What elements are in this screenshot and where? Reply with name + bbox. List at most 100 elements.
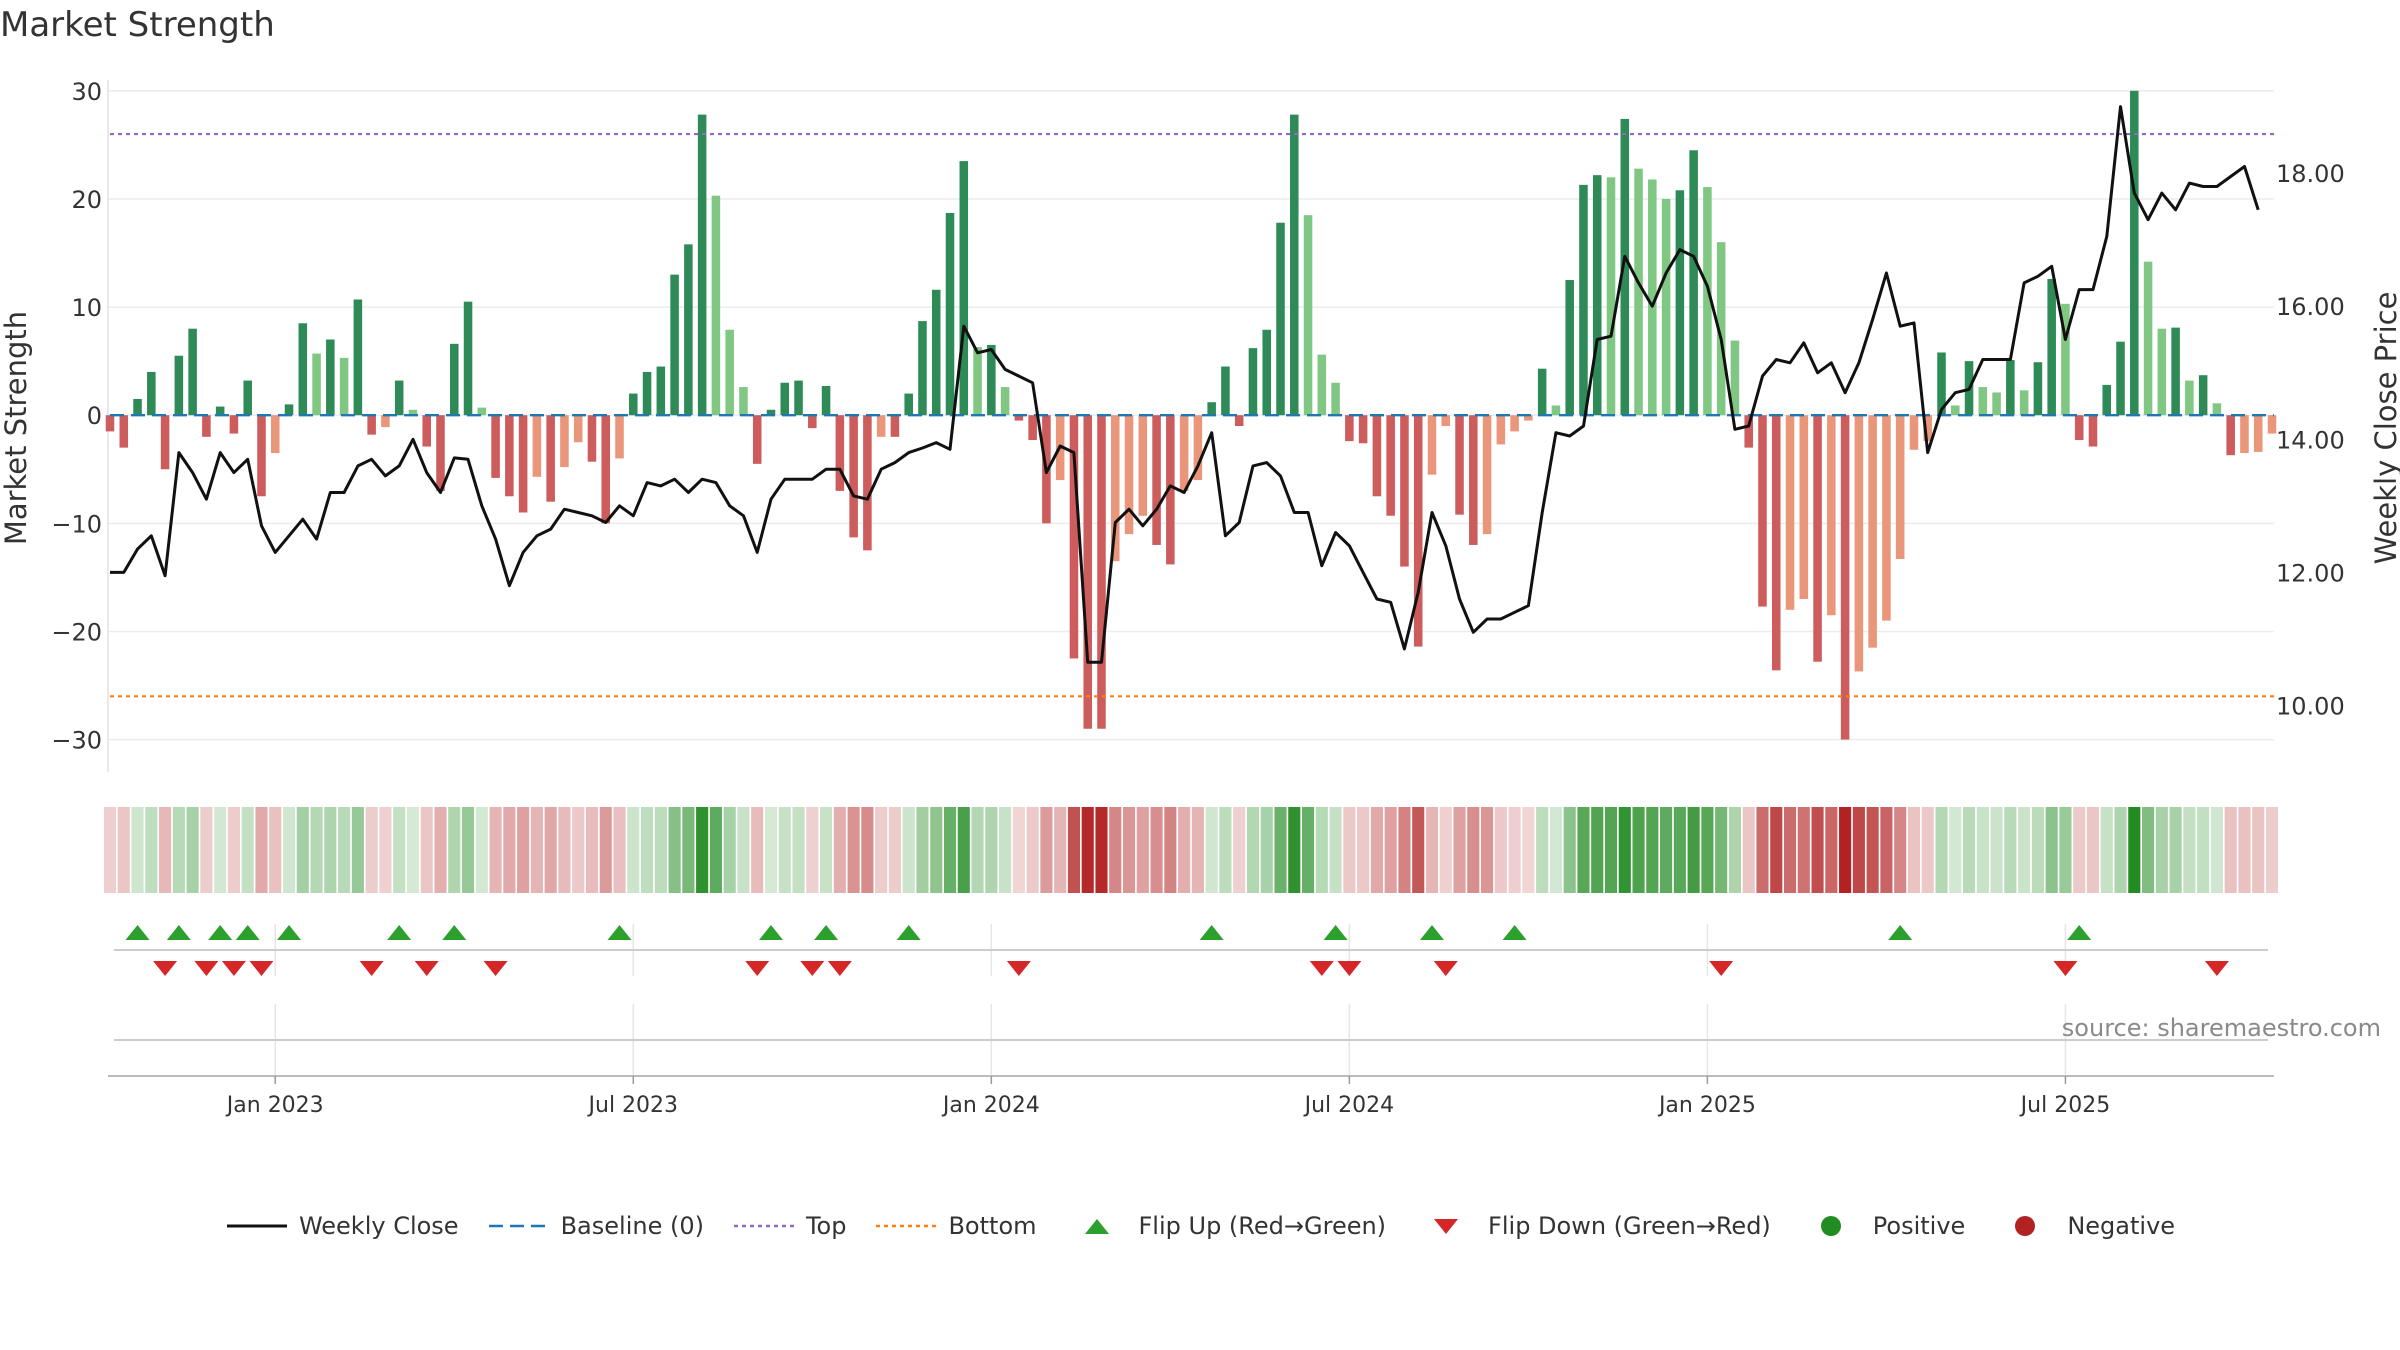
strength-bar <box>1524 415 1533 421</box>
strength-bar <box>1854 415 1864 672</box>
flip-down-marker <box>2204 961 2229 976</box>
flip_up-legend-swatch <box>1084 1219 1109 1234</box>
strength-bar <box>1868 415 1877 648</box>
strength-bar <box>1510 415 1519 432</box>
strip-cell <box>282 807 296 893</box>
strip-cell <box>1233 807 1246 893</box>
strip-cell <box>1742 807 1755 893</box>
strip-cell <box>1632 807 1645 893</box>
x-axis: Jan 2023 Jul 2023 Jan 2024 Jul 2024 Jan 2025… <box>108 1004 2274 1118</box>
strength-bar <box>1992 392 2001 416</box>
strip-cell <box>448 807 461 893</box>
strength-bar <box>890 415 900 437</box>
strip-cell <box>517 807 530 893</box>
strip-cell <box>227 807 240 893</box>
strength-bar <box>2102 384 2112 416</box>
strip-cell <box>1618 807 1631 893</box>
flip-up-marker <box>2067 925 2092 940</box>
legend-label: Negative <box>2067 1212 2176 1240</box>
strip-cell <box>2183 807 2196 893</box>
legend-item-top: Top <box>732 1211 846 1241</box>
strength-bar <box>2143 261 2153 416</box>
flip-down-marker <box>1433 961 1458 976</box>
strip-cell <box>957 807 970 893</box>
strength-bar <box>270 415 280 454</box>
strip-cell <box>1783 807 1797 893</box>
strip-cell <box>833 807 846 893</box>
strip-cell <box>475 807 488 893</box>
strength-bar <box>2033 362 2043 416</box>
strength-bar <box>518 415 528 513</box>
strip-cell <box>971 807 984 893</box>
legend-item-flip_up: Flip Up (Red→Green) <box>1065 1211 1386 1241</box>
strip-cell <box>640 807 654 893</box>
strength-bar <box>1317 354 1327 416</box>
strip-cell <box>338 807 351 893</box>
flip-down-marker <box>1006 961 1031 976</box>
strip-cell <box>1728 807 1742 893</box>
strength-bar <box>1703 187 1712 416</box>
strength-bar <box>1413 415 1423 647</box>
flip-up-marker <box>1888 925 1913 940</box>
strip-cell <box>1770 807 1783 893</box>
strip-cell <box>1370 807 1383 893</box>
strip-cell <box>902 807 915 893</box>
strength-bar <box>987 344 996 416</box>
bar-layer <box>105 90 2277 740</box>
strength-bar <box>1771 415 1781 671</box>
strength-bar <box>105 415 115 432</box>
strip-cell <box>1398 807 1411 893</box>
flip-up-marker <box>277 925 302 940</box>
legend-label: Positive <box>1872 1212 1966 1240</box>
strength-bar <box>1909 415 1919 450</box>
strength-bar <box>2171 327 2180 416</box>
strength-bar <box>1193 415 1203 481</box>
strip-cell <box>241 807 254 893</box>
flip-down-marker <box>2053 961 2078 976</box>
strip-cell <box>792 807 805 893</box>
strip-cell <box>1067 807 1081 893</box>
strip-cell <box>1976 807 1989 893</box>
strength-bar <box>587 415 597 462</box>
strip-cell <box>1756 807 1769 893</box>
strip-cell <box>1852 807 1865 893</box>
legend-label: Flip Down (Green→Red) <box>1488 1212 1771 1240</box>
strength-bar <box>1537 368 1547 416</box>
strip-cell <box>1246 807 1260 893</box>
strength-bar <box>1083 415 1092 729</box>
strength-bar <box>133 398 142 416</box>
strength-bar <box>1937 352 1946 416</box>
grid-layer <box>107 80 2274 772</box>
price-layer <box>110 105 2260 664</box>
strength-bar <box>821 385 831 416</box>
strip-cell <box>1054 807 1067 893</box>
strip-cell <box>585 807 599 893</box>
strength-bar <box>394 380 404 416</box>
strength-bar <box>1207 402 1216 416</box>
flip-up-marker <box>814 925 839 940</box>
strip-cell <box>572 807 585 893</box>
legend-item-negative: Negative <box>1993 1211 2175 1241</box>
strength-bar <box>491 415 500 478</box>
strip-cell <box>544 807 557 893</box>
flip-down-marker <box>153 961 178 976</box>
strength-bar <box>257 415 266 497</box>
strip-cell <box>2059 807 2072 893</box>
strength-bar <box>1400 415 1409 567</box>
strength-bar <box>1882 415 1891 621</box>
strength-bar <box>160 415 170 470</box>
strength-bar <box>684 244 693 416</box>
strength-bar <box>284 404 294 416</box>
axis-layer: 30 20 10 0 −10 −20 −30 18.00 16.00 14.00 12.00 10.0… <box>51 78 2344 755</box>
strength-bar <box>1166 415 1175 565</box>
strip-cell <box>2169 807 2182 893</box>
strip-cell <box>2252 807 2265 893</box>
strip-cell <box>1301 807 1315 893</box>
strength-bar <box>188 328 197 416</box>
strip-cell <box>324 807 337 893</box>
flip-down-marker <box>483 961 508 976</box>
circle-icon <box>2015 1216 2036 1236</box>
strip-cell <box>2114 807 2127 893</box>
strip-cell <box>1315 807 1328 893</box>
flip-down-marker <box>800 961 825 976</box>
